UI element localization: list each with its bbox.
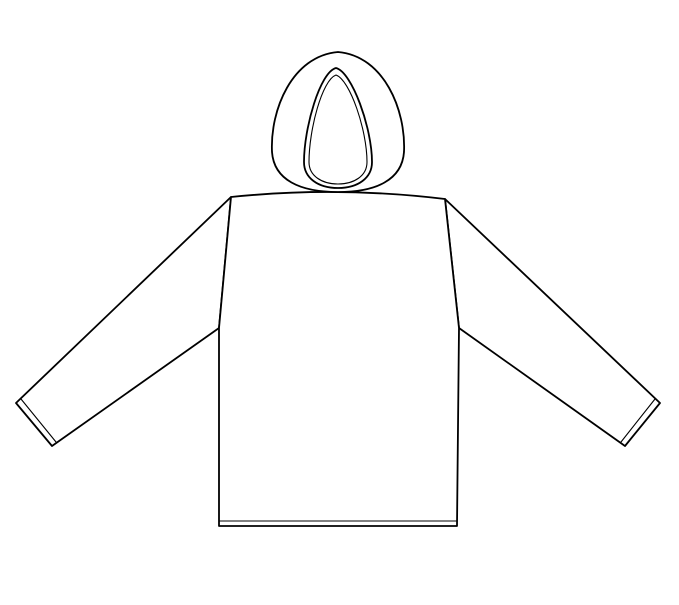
hood-trim — [308, 74, 368, 185]
right-cuff — [620, 398, 656, 443]
right-sleeve — [444, 198, 661, 447]
left-sleeve — [15, 196, 232, 447]
body-panel — [218, 191, 460, 527]
left-cuff — [20, 398, 57, 443]
